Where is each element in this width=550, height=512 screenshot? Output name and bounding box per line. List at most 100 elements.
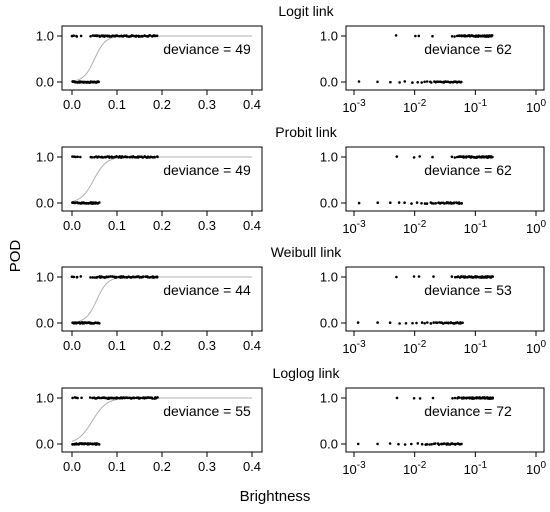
missed-point bbox=[433, 442, 437, 445]
detected-point bbox=[93, 276, 96, 279]
detected-point bbox=[395, 396, 399, 400]
detected-point bbox=[453, 156, 457, 159]
detected-point bbox=[91, 276, 94, 279]
x-tick-label: 0.4 bbox=[243, 218, 261, 233]
detected-point bbox=[135, 34, 138, 38]
detected-point bbox=[126, 155, 129, 159]
detected-point bbox=[418, 397, 422, 400]
missed-point bbox=[388, 442, 392, 445]
fitted-pod-curve bbox=[71, 397, 252, 442]
loglog-link-linear-panel: 0.0 1.0 0.0 0.1 0.2 0.3 0.4 deviance = 55 bbox=[36, 387, 263, 474]
detected-point bbox=[153, 156, 156, 159]
missed-point bbox=[423, 202, 427, 205]
missed-point bbox=[411, 321, 414, 325]
x-tick-label: 10-3 bbox=[342, 219, 366, 236]
detected-point bbox=[72, 34, 75, 37]
plot-frame bbox=[345, 387, 545, 453]
detected-point bbox=[431, 155, 434, 159]
fitted-pod-curve bbox=[71, 35, 252, 82]
missed-point bbox=[415, 321, 418, 325]
deviance-label: deviance = 55 bbox=[163, 403, 251, 419]
missed-point bbox=[432, 202, 435, 205]
detected-point bbox=[141, 156, 145, 159]
detected-point bbox=[431, 396, 435, 400]
detected-point bbox=[115, 155, 118, 158]
x-tick-label: 0.3 bbox=[198, 97, 216, 112]
missed-point bbox=[398, 322, 401, 325]
missed-point bbox=[420, 81, 424, 84]
detected-point bbox=[139, 396, 142, 400]
detected-point bbox=[75, 35, 79, 38]
missed-point bbox=[388, 321, 392, 325]
missed-point bbox=[376, 442, 379, 446]
detected-point bbox=[141, 35, 144, 38]
detected-point bbox=[89, 276, 92, 279]
detected-point bbox=[142, 275, 145, 278]
y-tick-label: 1.0 bbox=[36, 150, 54, 165]
missed-point bbox=[356, 321, 360, 324]
x-tick-label: 10-2 bbox=[403, 460, 427, 477]
detected-point bbox=[98, 34, 102, 38]
x-tick-label: 0.1 bbox=[108, 338, 126, 353]
missed-point bbox=[443, 202, 446, 205]
missed-point bbox=[415, 201, 419, 204]
detected-point bbox=[143, 34, 146, 37]
x-tick-label: 10-3 bbox=[342, 98, 366, 115]
detected-point bbox=[395, 155, 399, 158]
panel-title-logit-link: Logit link bbox=[278, 3, 334, 19]
x-tick-label: 0.4 bbox=[243, 97, 261, 112]
y-tick-label: 0.0 bbox=[320, 316, 338, 331]
plot-frame bbox=[345, 25, 545, 91]
missed-point bbox=[425, 202, 429, 205]
x-tick-label: 10-1 bbox=[464, 98, 488, 115]
x-tick-label: 0.3 bbox=[198, 459, 216, 474]
x-tick-label: 100 bbox=[526, 219, 546, 236]
detected-point bbox=[431, 34, 434, 38]
x-axis-label: Brightness bbox=[240, 488, 311, 505]
missed-point bbox=[98, 201, 101, 204]
x-tick-label: 0.2 bbox=[153, 218, 171, 233]
y-tick-label: 0.0 bbox=[320, 437, 338, 452]
x-tick-label: 0.3 bbox=[198, 218, 216, 233]
missed-point bbox=[376, 80, 379, 84]
detected-point bbox=[458, 34, 461, 38]
detected-point bbox=[79, 34, 83, 38]
detected-point bbox=[76, 396, 79, 400]
missed-point bbox=[75, 321, 78, 325]
y-tick-label: 0.0 bbox=[36, 316, 54, 331]
missed-point bbox=[420, 202, 423, 205]
detected-point bbox=[151, 397, 154, 400]
x-tick-label: 10-1 bbox=[464, 339, 488, 356]
fitted-pod-curve bbox=[71, 276, 252, 323]
missed-point bbox=[356, 442, 360, 446]
probit-link-linear-panel: 0.0 1.0 0.0 0.1 0.2 0.3 0.4 deviance = 49 bbox=[36, 146, 263, 233]
missed-point bbox=[357, 80, 361, 83]
missed-point bbox=[460, 202, 464, 205]
missed-point bbox=[458, 202, 461, 205]
detected-point bbox=[80, 396, 83, 400]
missed-point bbox=[410, 442, 413, 446]
detected-point bbox=[133, 396, 136, 400]
loglog-link-log-panel: 0.0 1.0 10-3 10-2 10-1 100 deviance = 72 bbox=[320, 387, 546, 477]
missed-point bbox=[428, 443, 431, 446]
x-tick-label: 0.2 bbox=[153, 459, 171, 474]
x-tick-label: 10-1 bbox=[464, 219, 488, 236]
detected-point bbox=[76, 155, 79, 159]
detected-point bbox=[96, 34, 99, 37]
detected-point bbox=[72, 275, 76, 279]
plot-frame bbox=[345, 266, 545, 332]
detected-point bbox=[412, 397, 416, 400]
detected-point bbox=[412, 275, 416, 278]
x-tick-label: 0.0 bbox=[63, 459, 81, 474]
detected-point bbox=[491, 275, 494, 278]
missed-point bbox=[420, 321, 424, 324]
detected-point bbox=[88, 396, 92, 399]
x-tick-label: 10-1 bbox=[464, 460, 488, 477]
missed-point bbox=[75, 442, 78, 446]
detected-point bbox=[153, 276, 156, 279]
detected-point bbox=[453, 35, 456, 38]
missed-point bbox=[454, 442, 457, 446]
x-tick-label: 10-3 bbox=[342, 460, 366, 477]
x-tick-label: 0.0 bbox=[63, 338, 81, 353]
missed-point bbox=[376, 201, 380, 204]
